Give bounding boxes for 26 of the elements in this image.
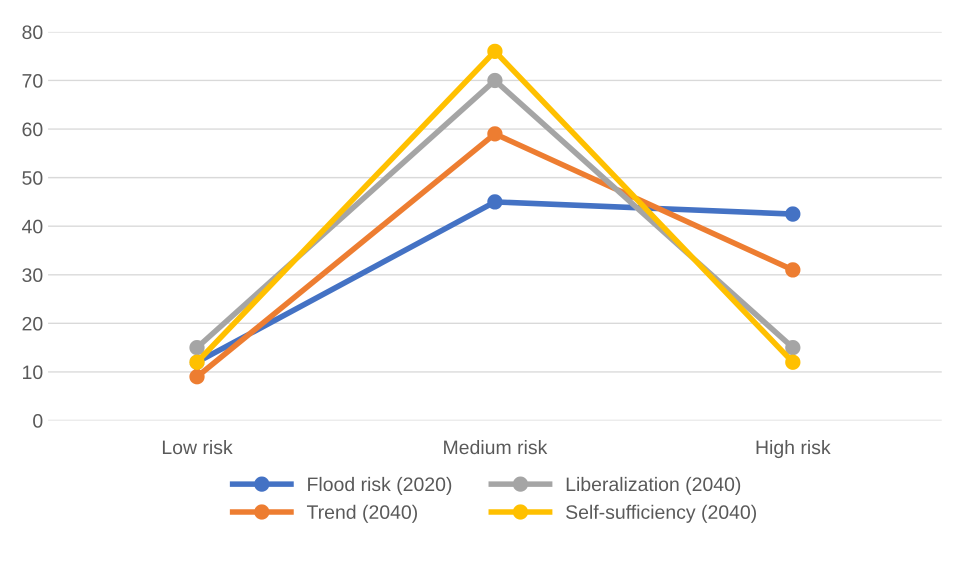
point: [487, 72, 503, 88]
y-tick-label: 80: [22, 25, 42, 40]
legend-label: Flood risk (2020): [308, 476, 452, 495]
point: [785, 206, 800, 222]
y-tick-label: 30: [22, 268, 42, 282]
legend-label: Liberalization (2040): [566, 476, 740, 495]
y-tick-label: 50: [22, 171, 42, 185]
x-tick-label: Medium risk: [444, 440, 548, 454]
point: [189, 369, 205, 384]
y-tick-label: 0: [33, 414, 42, 428]
x-tick-label: Low risk: [162, 440, 233, 454]
point: [189, 340, 205, 356]
y-tick-label: 20: [22, 316, 42, 331]
y-tick-label: 70: [22, 74, 42, 88]
point: [487, 194, 503, 210]
y-tick-label: 60: [22, 122, 42, 136]
y-tick-label: 10: [23, 365, 42, 380]
point: [487, 126, 503, 142]
x-tick-label: High risk: [756, 440, 831, 458]
point: [785, 262, 800, 278]
point: [785, 354, 800, 370]
y-tick-label: 40: [22, 220, 42, 234]
legend-label: Trend (2040): [306, 504, 417, 523]
point: [785, 340, 800, 356]
legend-label: Self-sufficiency (2040): [566, 504, 756, 523]
point: [487, 44, 503, 59]
